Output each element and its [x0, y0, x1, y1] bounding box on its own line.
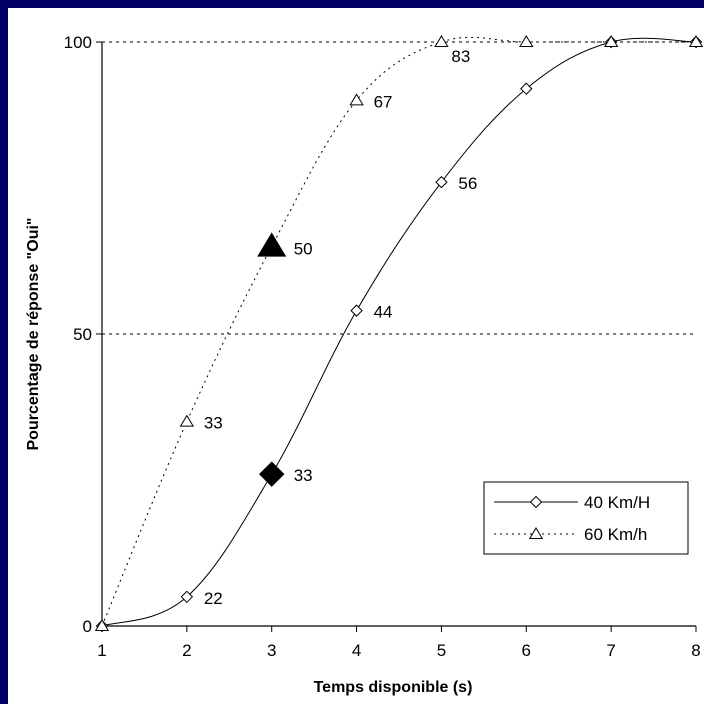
data-point-40kmh	[435, 175, 448, 189]
y-tick-label: 0	[83, 617, 92, 636]
x-tick-label: 1	[97, 641, 106, 660]
data-point-40kmh	[259, 461, 285, 487]
chart-frame: 1 2 3 4 5 6 7 8 0 50 100 Temps disponible (s) Pource…	[8, 8, 704, 704]
data-point-60kmh	[434, 35, 449, 47]
data-point-60kmh	[519, 35, 534, 47]
x-tick-label: 4	[352, 641, 361, 660]
data-label-40kmh: 56	[458, 174, 477, 193]
data-point-60kmh	[179, 414, 195, 427]
x-axis-title: Temps disponible (s)	[314, 679, 473, 696]
y-tick-label: 100	[64, 33, 92, 52]
data-label-40kmh: 44	[374, 303, 393, 322]
data-point-40kmh	[180, 590, 194, 604]
data-point-60kmh	[94, 619, 110, 631]
data-point-40kmh	[520, 82, 533, 95]
legend-label-60kmh: 60 Km/h	[584, 525, 647, 544]
legend-marker-60kmh	[528, 527, 544, 539]
legend-box	[483, 481, 689, 555]
data-label-40kmh: 22	[204, 589, 223, 608]
x-tick-label: 2	[182, 641, 191, 660]
data-point-60kmh	[257, 232, 287, 257]
legend-marker-40kmh	[529, 495, 543, 509]
y-tick-label: 50	[73, 325, 92, 344]
data-label-60kmh: 50	[294, 239, 313, 258]
data-point-60kmh	[603, 35, 619, 47]
data-label-40kmh: 33	[294, 466, 313, 485]
data-label-60kmh: 67	[374, 92, 393, 111]
x-tick-label: 8	[691, 641, 700, 660]
data-point-40kmh	[350, 304, 363, 317]
legend-label-40kmh: 40 Km/H	[584, 493, 650, 512]
data-label-60kmh: 33	[204, 414, 223, 433]
x-tick-label: 7	[606, 641, 615, 660]
data-point-60kmh	[349, 93, 364, 106]
x-tick-label: 5	[437, 641, 446, 660]
data-label-60kmh: 83	[451, 47, 470, 66]
series-line-40kmh	[101, 37, 697, 627]
y-axis-title: Pourcentage de réponse "Oui"	[25, 218, 42, 451]
data-point-60kmh	[688, 35, 704, 47]
x-tick-label: 3	[267, 641, 276, 660]
x-tick-label: 6	[522, 641, 531, 660]
